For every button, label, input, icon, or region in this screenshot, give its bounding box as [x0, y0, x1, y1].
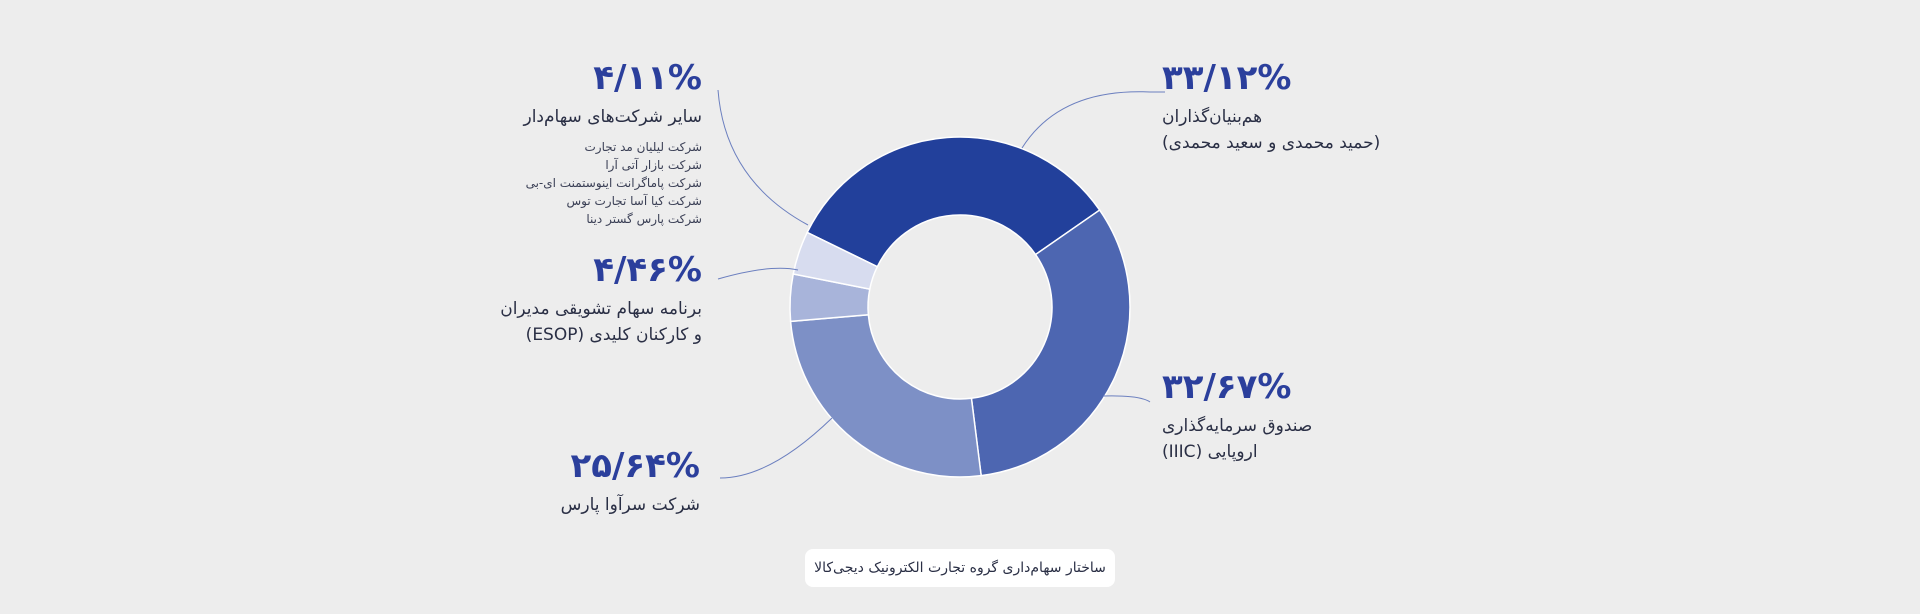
legend-founders-sub: (حمید محمدی و سعید محمدی) [1162, 133, 1381, 153]
legend-esop-sub: و کارکنان کلیدی (ESOP) [525, 325, 702, 345]
donut-slice-others [792, 231, 879, 291]
data-label-founders: ۳۳/۱۲% [1162, 58, 1292, 98]
legend-others: سایر شرکت‌های سهام‌دار [523, 107, 703, 127]
donut-slice-founders [806, 136, 1101, 268]
legend-iiic-sub: اروپایی (IIIC) [1162, 442, 1258, 462]
label-esop: ۴/۴۶% برنامه سهام تشویقی مدیران و کارکنا… [430, 250, 702, 348]
donut-slices [789, 136, 1131, 478]
label-founders: ۳۳/۱۲% هم‌بنیان‌گذاران (حمید محمدی و سعی… [1162, 58, 1392, 156]
leader-line-esop [717, 267, 799, 280]
label-others: ۴/۱۱% سایر شرکت‌های سهام‌دار شرکت لیلیان… [440, 58, 703, 228]
legend-esop: برنامه سهام تشویقی مدیران [500, 299, 702, 319]
leader-line-others [717, 89, 809, 226]
data-label-saravapars: ۲۵/۶۴% [570, 446, 700, 486]
data-label-iiic: ۳۲/۶۷% [1162, 367, 1292, 407]
label-saravapars: ۲۵/۶۴% شرکت سرآوا پارس [480, 446, 700, 518]
leader-line-saravapars [719, 417, 833, 479]
leader-line-iiic [1102, 395, 1151, 403]
others-detail-item: شرکت بازار آتی آرا [605, 158, 702, 172]
donut-slice-iiic [970, 209, 1131, 477]
legend-founders: هم‌بنیان‌گذاران [1162, 107, 1263, 127]
donut-slice-saravapars [789, 313, 983, 478]
others-detail-item: شرکت پاماگرانت اینوستمنت ای-بی [525, 176, 702, 190]
others-detail-item: شرکت پارس گستر دینا [586, 212, 702, 226]
others-detail-item: شرکت لیلیان مد تجارت [584, 140, 702, 154]
others-detail-item: شرکت کیا آسا تجارت توس [566, 194, 703, 208]
others-details-list: شرکت لیلیان مد تجارت شرکت بازار آتی آرا … [440, 138, 702, 228]
label-iiic: ۳۲/۶۷% صندوق سرمایه‌گذاری اروپایی (IIIC) [1162, 367, 1392, 465]
leader-line-founders [1021, 91, 1165, 149]
legend-saravapars: شرکت سرآوا پارس [560, 495, 700, 515]
leader-lines [717, 89, 1165, 479]
data-label-others: ۴/۱۱% [593, 58, 702, 98]
chart-caption: ساختار سهام‌داری گروه تجارت الکترونیک دی… [805, 549, 1115, 587]
legend-iiic: صندوق سرمایه‌گذاری [1162, 416, 1313, 436]
data-label-esop: ۴/۴۶% [593, 250, 702, 290]
